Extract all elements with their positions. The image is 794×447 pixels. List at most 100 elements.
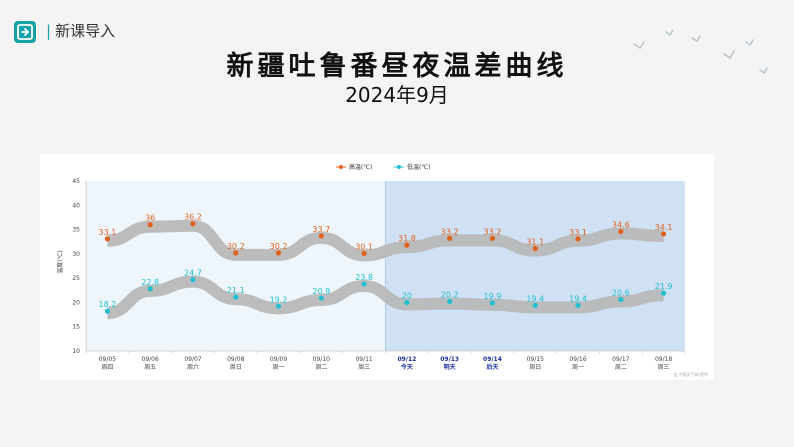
data-point[interactable] bbox=[361, 250, 367, 256]
data-point[interactable] bbox=[618, 296, 624, 303]
data-point[interactable] bbox=[147, 286, 153, 292]
header-bar: | 新课导入 bbox=[0, 0, 794, 60]
x-day-label: 周二 bbox=[615, 364, 627, 371]
legend-entry[interactable]: 低温(℃) bbox=[407, 163, 430, 171]
data-label: 33.2 bbox=[484, 227, 502, 236]
data-label: 18.2 bbox=[98, 300, 116, 309]
section-label-text: 新课导入 bbox=[55, 22, 116, 40]
data-label: 31.8 bbox=[398, 234, 416, 243]
data-label: 36 bbox=[145, 214, 155, 223]
data-point[interactable] bbox=[404, 299, 410, 306]
y-tick-label: 40 bbox=[72, 202, 80, 209]
y-tick-label: 10 bbox=[72, 348, 80, 355]
x-day-label: 周日 bbox=[529, 364, 541, 371]
y-tick-label: 35 bbox=[72, 227, 80, 234]
forecast-days-background bbox=[385, 181, 685, 351]
data-point[interactable] bbox=[318, 295, 324, 301]
data-label: 30.2 bbox=[270, 242, 288, 251]
x-day-label: 周三 bbox=[358, 364, 370, 371]
data-label: 20 bbox=[402, 291, 412, 300]
y-axis-label: 温度(℃) bbox=[56, 250, 64, 273]
divider-bar: | bbox=[46, 22, 52, 40]
section-label: | 新课导入 bbox=[46, 20, 115, 41]
y-tick-label: 15 bbox=[72, 324, 80, 331]
data-label: 34.1 bbox=[655, 223, 673, 232]
x-day-label: 后天 bbox=[486, 363, 498, 371]
y-tick-label: 20 bbox=[72, 299, 80, 306]
data-label: 21.9 bbox=[655, 282, 673, 291]
legend-entry[interactable]: 高温(℃) bbox=[349, 163, 372, 171]
data-point[interactable] bbox=[104, 308, 110, 314]
data-point[interactable] bbox=[575, 302, 581, 308]
data-label: 23.8 bbox=[355, 273, 373, 282]
data-point[interactable] bbox=[489, 300, 496, 306]
x-date-label: 09/17 bbox=[612, 356, 629, 363]
data-label: 33.7 bbox=[312, 225, 330, 234]
x-date-label: 09/15 bbox=[527, 356, 544, 363]
x-date-label: 09/13 bbox=[440, 356, 459, 363]
x-date-label: 09/07 bbox=[184, 356, 201, 363]
data-point[interactable] bbox=[532, 302, 538, 308]
page-title: 新疆吐鲁番昼夜温差曲线 bbox=[226, 51, 568, 82]
data-point[interactable] bbox=[190, 221, 196, 227]
data-label: 33.1 bbox=[569, 228, 587, 237]
x-day-label: 周一 bbox=[572, 364, 584, 371]
data-point[interactable] bbox=[318, 233, 324, 239]
data-point[interactable] bbox=[147, 222, 153, 228]
x-day-label: 周六 bbox=[187, 363, 199, 371]
data-point[interactable] bbox=[233, 294, 239, 300]
data-point[interactable] bbox=[190, 277, 196, 283]
data-point[interactable] bbox=[104, 236, 110, 242]
data-point[interactable] bbox=[661, 290, 667, 296]
data-point[interactable] bbox=[447, 298, 453, 305]
chart-card: 10 15 20 25 30 35 40 45 33.1 36 36.2 30.2 30.2 33.7 3… bbox=[40, 154, 714, 380]
x-date-label: 09/05 bbox=[99, 356, 116, 363]
data-label: 31.1 bbox=[526, 238, 544, 247]
credit-text: 由 中国天气网 提供 bbox=[673, 371, 708, 377]
x-day-label: 周一 bbox=[273, 364, 285, 371]
data-point[interactable] bbox=[618, 228, 624, 235]
data-label: 19.9 bbox=[484, 292, 502, 301]
data-label: 19.4 bbox=[526, 294, 544, 303]
data-point[interactable] bbox=[404, 242, 410, 248]
y-tick-label: 45 bbox=[72, 178, 80, 185]
data-point[interactable] bbox=[489, 235, 496, 241]
x-date-label: 09/18 bbox=[655, 356, 672, 363]
data-label: 20.6 bbox=[612, 289, 630, 298]
x-day-label: 周二 bbox=[315, 364, 327, 371]
data-point[interactable] bbox=[575, 236, 581, 242]
x-date-label: 09/12 bbox=[397, 356, 416, 363]
data-point[interactable] bbox=[275, 250, 282, 256]
data-point[interactable] bbox=[275, 303, 282, 309]
x-day-label: 明天 bbox=[444, 363, 456, 371]
x-day-label: 周三 bbox=[658, 364, 670, 371]
x-day-label: 周四 bbox=[101, 364, 113, 371]
x-date-label: 09/06 bbox=[142, 356, 159, 363]
x-date-label: 09/09 bbox=[270, 356, 287, 363]
data-label: 20.2 bbox=[441, 290, 459, 299]
x-date-label: 09/08 bbox=[227, 356, 244, 363]
data-label: 24.7 bbox=[184, 269, 202, 278]
data-label: 33.1 bbox=[98, 228, 116, 237]
page-subtitle: 2024年9月 bbox=[345, 83, 449, 107]
data-point[interactable] bbox=[447, 235, 453, 241]
x-day-label: 今天 bbox=[400, 363, 413, 371]
data-label: 34.6 bbox=[612, 221, 630, 230]
x-date-label: 09/14 bbox=[483, 356, 502, 363]
x-date-label: 09/16 bbox=[569, 356, 586, 363]
data-point[interactable] bbox=[361, 281, 367, 287]
x-date-label: 09/10 bbox=[313, 356, 330, 363]
data-point[interactable] bbox=[233, 250, 239, 256]
legend-swatch-dot bbox=[397, 165, 401, 169]
data-label: 30.2 bbox=[227, 242, 245, 251]
flying-birds-icon bbox=[633, 30, 768, 75]
data-label: 36.2 bbox=[184, 213, 202, 222]
x-day-label: 周日 bbox=[230, 364, 242, 371]
data-label: 21.1 bbox=[227, 286, 245, 295]
x-date-label: 09/11 bbox=[355, 356, 372, 363]
data-label: 19.4 bbox=[569, 294, 587, 303]
data-point[interactable] bbox=[661, 231, 667, 237]
data-label: 20.9 bbox=[312, 287, 330, 296]
data-point[interactable] bbox=[532, 245, 538, 252]
x-day-label: 周五 bbox=[144, 364, 156, 371]
